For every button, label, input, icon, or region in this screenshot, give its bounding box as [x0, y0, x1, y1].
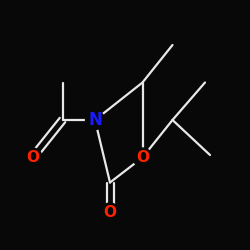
Circle shape: [100, 203, 119, 222]
Circle shape: [133, 148, 152, 167]
Text: O: O: [26, 150, 39, 165]
Text: N: N: [88, 111, 102, 129]
Circle shape: [23, 148, 42, 167]
Text: O: O: [104, 205, 117, 220]
Text: O: O: [136, 150, 149, 165]
Circle shape: [86, 110, 104, 130]
